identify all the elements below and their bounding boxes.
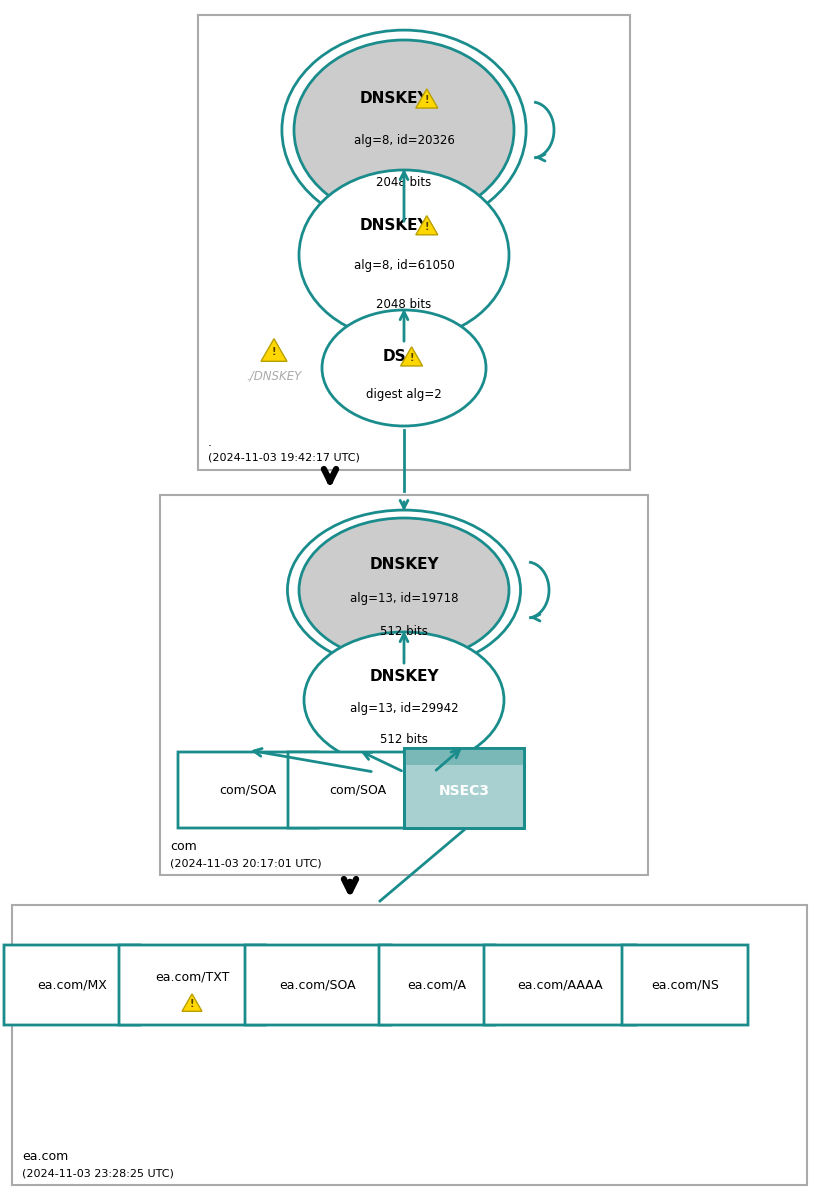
Text: !: ! [410, 353, 414, 362]
Text: 512 bits: 512 bits [380, 625, 428, 638]
FancyBboxPatch shape [404, 748, 524, 765]
Text: ea.com/AAAA: ea.com/AAAA [517, 979, 603, 992]
FancyBboxPatch shape [484, 945, 636, 1025]
Bar [12, 905, 807, 1185]
FancyBboxPatch shape [622, 945, 748, 1025]
Text: alg=8, id=20326: alg=8, id=20326 [354, 135, 455, 147]
Text: alg=13, id=19718: alg=13, id=19718 [350, 592, 459, 606]
Ellipse shape [299, 518, 509, 662]
FancyBboxPatch shape [178, 752, 318, 828]
Text: com/SOA: com/SOA [219, 784, 277, 797]
Text: ea.com/A: ea.com/A [408, 979, 467, 992]
Text: 2048 bits: 2048 bits [377, 176, 432, 189]
Text: ea.com: ea.com [22, 1151, 68, 1163]
Text: com/SOA: com/SOA [329, 784, 387, 797]
Ellipse shape [299, 170, 509, 340]
Text: !: ! [424, 95, 429, 105]
Polygon shape [261, 338, 287, 361]
Text: ./DNSKEY: ./DNSKEY [247, 370, 301, 383]
FancyBboxPatch shape [288, 752, 428, 828]
FancyBboxPatch shape [4, 945, 140, 1025]
Text: !: ! [272, 347, 276, 356]
FancyBboxPatch shape [404, 748, 524, 828]
Text: ea.com/TXT: ea.com/TXT [155, 970, 229, 984]
Text: 2048 bits: 2048 bits [377, 297, 432, 311]
Text: ea.com/MX: ea.com/MX [37, 979, 107, 992]
Text: com: com [170, 840, 197, 854]
Polygon shape [416, 216, 438, 235]
Text: (2024-11-03 20:17:01 UTC): (2024-11-03 20:17:01 UTC) [170, 858, 322, 868]
Ellipse shape [322, 309, 486, 426]
Text: DNSKEY: DNSKEY [360, 218, 429, 232]
Text: ea.com/SOA: ea.com/SOA [279, 979, 356, 992]
Text: .: . [208, 436, 212, 449]
Text: DNSKEY: DNSKEY [360, 92, 429, 106]
Bar [160, 495, 648, 875]
Text: 512 bits: 512 bits [380, 733, 428, 746]
Ellipse shape [304, 632, 504, 768]
Text: alg=8, id=61050: alg=8, id=61050 [354, 259, 455, 272]
Text: DNSKEY: DNSKEY [369, 557, 439, 572]
FancyBboxPatch shape [119, 945, 265, 1025]
Polygon shape [182, 993, 202, 1011]
Text: DS: DS [382, 349, 405, 364]
Ellipse shape [294, 40, 514, 220]
Text: (2024-11-03 23:28:25 UTC): (2024-11-03 23:28:25 UTC) [22, 1168, 174, 1178]
Text: alg=13, id=29942: alg=13, id=29942 [350, 702, 459, 715]
Text: DNSKEY: DNSKEY [369, 668, 439, 684]
Polygon shape [416, 89, 438, 108]
Text: !: ! [424, 222, 429, 231]
Text: digest alg=2: digest alg=2 [366, 388, 442, 401]
Text: ea.com/NS: ea.com/NS [651, 979, 719, 992]
FancyBboxPatch shape [245, 945, 391, 1025]
Polygon shape [400, 347, 423, 366]
FancyBboxPatch shape [379, 945, 495, 1025]
Text: !: ! [190, 999, 194, 1009]
Text: NSEC3: NSEC3 [438, 784, 490, 798]
Text: (2024-11-03 19:42:17 UTC): (2024-11-03 19:42:17 UTC) [208, 453, 360, 464]
Bar [198, 14, 630, 470]
